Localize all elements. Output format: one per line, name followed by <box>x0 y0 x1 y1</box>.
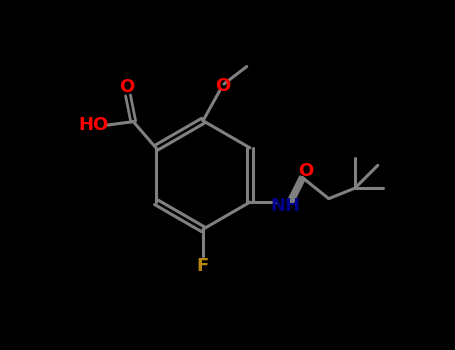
Text: F: F <box>197 257 209 275</box>
Text: NH: NH <box>270 197 300 215</box>
Text: O: O <box>298 162 313 180</box>
Text: O: O <box>215 77 230 95</box>
Text: O: O <box>119 78 134 96</box>
Text: HO: HO <box>78 116 108 134</box>
